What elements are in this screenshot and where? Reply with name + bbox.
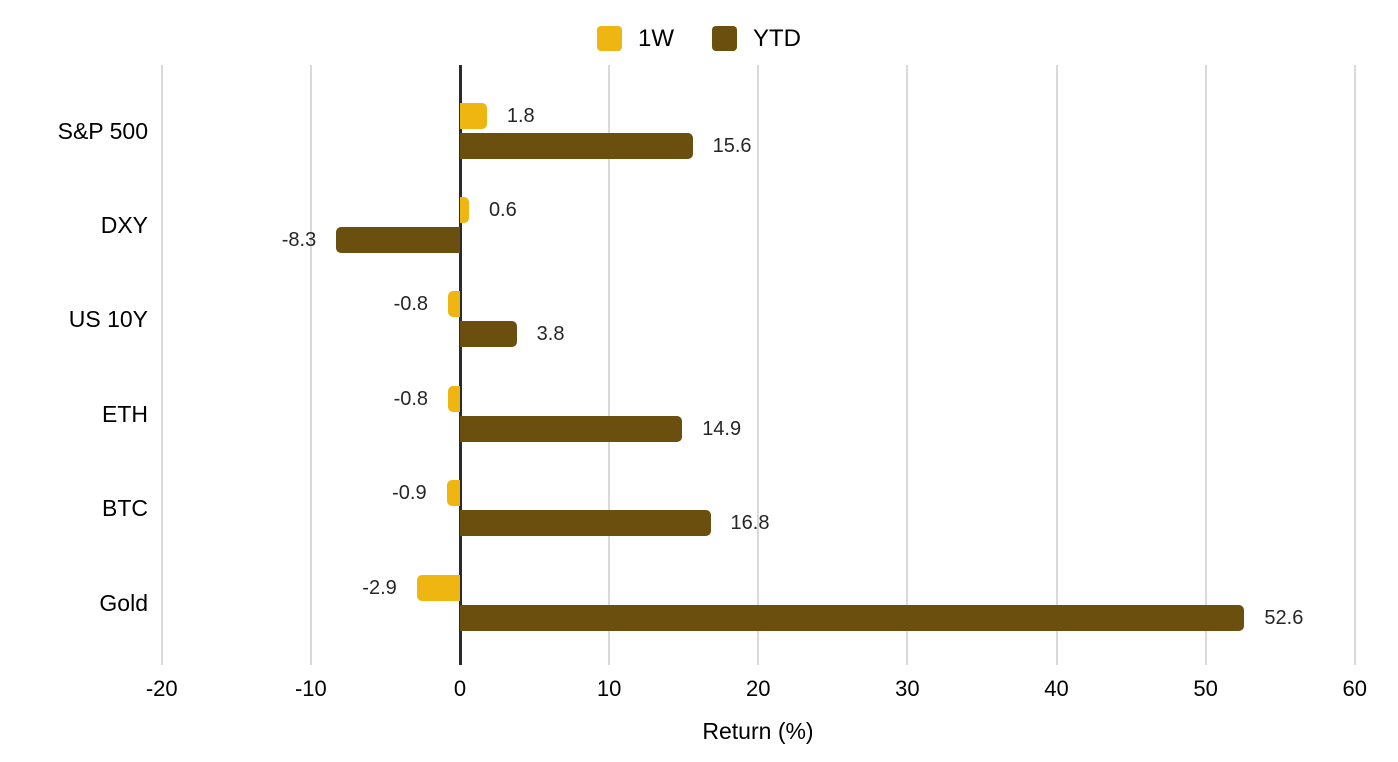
bar-ytd-2 — [336, 227, 460, 254]
gridline — [757, 65, 760, 665]
value-label: -8.3 — [281, 229, 317, 252]
gridline — [1204, 65, 1207, 665]
value-label: 0.6 — [488, 199, 517, 222]
gridline — [309, 65, 312, 665]
legend-label-1w: 1W — [638, 25, 674, 52]
value-label: 1.8 — [506, 104, 535, 127]
gridline — [906, 65, 909, 665]
bar-ytd-1 — [460, 132, 693, 159]
gridline — [608, 65, 611, 665]
bar-1w-1 — [460, 102, 487, 129]
x-tick-label: -20 — [145, 676, 178, 701]
value-label: 15.6 — [712, 134, 752, 157]
value-label: 3.8 — [536, 323, 565, 346]
x-tick-label: 40 — [1044, 676, 1069, 701]
legend-label-ytd: YTD — [753, 25, 801, 52]
value-label: -0.8 — [393, 293, 429, 316]
legend-item-1w: 1W — [597, 26, 674, 51]
value-label: -2.9 — [362, 576, 397, 599]
bar-ytd-5 — [460, 510, 711, 537]
legend: 1W YTD — [0, 26, 1398, 51]
zero-axis-line — [458, 65, 462, 665]
bar-ytd-3 — [460, 321, 517, 348]
value-label: -0.9 — [392, 482, 427, 505]
bar-ytd-6 — [460, 604, 1245, 631]
x-tick-label: 10 — [596, 676, 622, 701]
value-label: 16.8 — [730, 512, 770, 535]
legend-item-ytd: YTD — [712, 26, 801, 51]
value-label: -0.8 — [393, 387, 429, 410]
bar-ytd-4 — [460, 415, 683, 442]
gridline — [160, 65, 163, 665]
bar-1w-5 — [446, 480, 460, 507]
x-tick-label: 60 — [1342, 676, 1367, 701]
value-label: 14.9 — [702, 417, 742, 440]
category-label: US 10Y — [68, 306, 148, 333]
category-label: Gold — [99, 589, 148, 616]
gridline — [1055, 65, 1058, 665]
value-label: 52.6 — [1264, 606, 1304, 629]
category-label: DXY — [100, 212, 148, 239]
bar-1w-3 — [448, 291, 460, 318]
x-tick-label: 50 — [1193, 676, 1218, 701]
bar-1w-4 — [448, 385, 460, 412]
legend-swatch-ytd-icon — [712, 26, 737, 51]
category-label: ETH — [102, 400, 148, 427]
gridline — [1353, 65, 1356, 665]
x-axis-title: Return (%) — [702, 718, 814, 744]
x-tick-label: -10 — [294, 676, 327, 701]
category-label: S&P 500 — [57, 117, 148, 144]
category-label: BTC — [102, 495, 148, 522]
x-tick-label: 20 — [746, 676, 771, 701]
bar-1w-2 — [460, 197, 469, 224]
x-tick-label: 0 — [453, 676, 467, 701]
bar-1w-6 — [416, 574, 460, 601]
x-tick-label: 30 — [895, 676, 920, 701]
legend-swatch-1w-icon — [597, 26, 622, 51]
